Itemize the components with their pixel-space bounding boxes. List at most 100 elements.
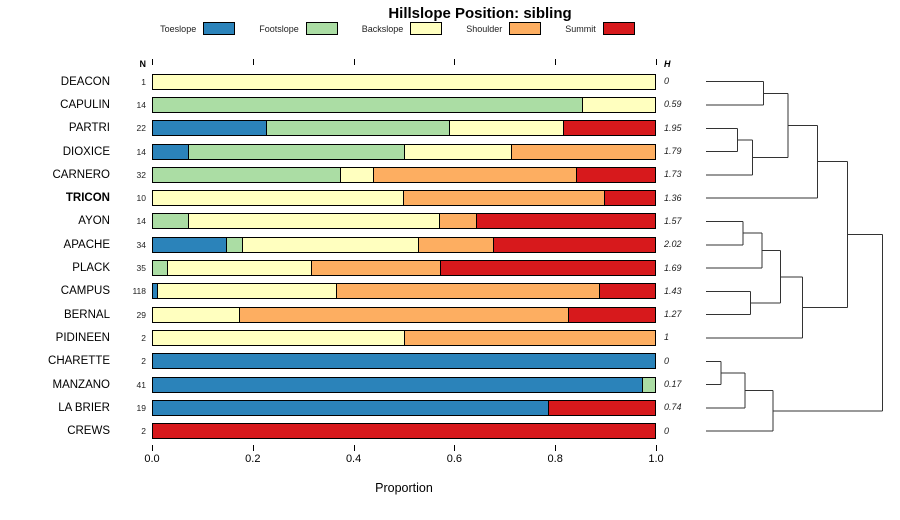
x-axis-tick-label: 1.0 [648,453,664,465]
legend-swatch [602,22,635,35]
bar-segment-footslope [153,167,341,182]
legend-swatch [509,22,542,35]
legend-label: Summit [565,23,596,34]
row-label: BERNAL [63,308,110,321]
row-label: DEACON [60,75,110,88]
x-axis-top-tick [656,59,657,65]
stacked-bar [152,423,656,440]
bar-segment-toeslope [153,400,549,415]
stacked-bar [152,120,656,137]
row-h-value: 1 [664,332,670,343]
stacked-bar [152,190,656,207]
legend-item-footslope: Footslope [259,22,338,35]
bar-segment-footslope [153,214,189,229]
x-axis-top-tick [454,59,456,65]
x-axis-tick-label: 0.8 [547,453,563,465]
bar-segment-summit [153,424,655,439]
row-n-value: 14 [136,216,146,227]
legend-swatch [203,22,236,35]
row-n-value: 2 [141,332,146,343]
bar-segment-backslope [153,330,404,345]
row-h-value: 0 [664,355,670,366]
stacked-bar [152,73,656,90]
legend-label: Backslope [361,23,404,34]
row-label: AYON [78,215,110,228]
bar-segment-backslope [153,74,655,89]
stacked-bar [152,166,656,183]
bar-segment-shoulder [311,261,441,276]
n-column-header: N [139,59,147,69]
stacked-bar [152,143,656,160]
bar-segment-toeslope [153,284,157,299]
x-axis-tick [656,445,657,451]
bar-segment-footslope [641,377,655,392]
legend-label: Shoulder [466,23,503,34]
row-h-value: 1.69 [664,262,682,273]
row-label: LA BRIER [58,401,110,414]
bar-segment-shoulder [335,284,600,299]
row-label: PARTRI [68,122,110,135]
bar-segment-backslope [448,121,564,136]
bar-segment-backslope [403,144,512,159]
row-h-value: 1.43 [664,285,682,296]
legend-label: Toeslope [160,23,197,34]
x-axis-top-tick [555,59,557,65]
bar-segment-toeslope [153,237,227,252]
row-n-value: 2 [141,426,146,437]
bar-segment-backslope [167,261,312,276]
row-n-value: 14 [136,146,146,157]
row-n-value: 1 [141,76,146,87]
bar-segment-footslope [188,144,404,159]
stacked-bar [152,236,656,253]
bar-segment-footslope [266,121,449,136]
row-n-value: 14 [136,99,146,110]
row-h-value: 0.59 [664,99,682,110]
row-h-value: 1.95 [664,122,682,133]
bar-segment-backslope [153,307,240,322]
x-axis-tick [152,445,153,451]
row-n-value: 118 [132,286,146,297]
dendrogram [706,81,884,432]
row-h-value: 0.17 [664,379,682,390]
bar-segment-footslope [153,261,168,276]
stacked-bar [152,306,656,323]
x-axis-tick-label: 0.2 [245,453,261,465]
row-h-value: 2.02 [664,239,682,250]
bar-segment-summit [576,167,655,182]
row-label: CARNERO [52,168,110,181]
bar-segment-shoulder [403,330,655,345]
x-axis-tick-label: 0.4 [345,453,362,465]
bar-segment-summit [567,307,656,322]
row-h-value: 1.79 [664,146,682,157]
bar-segment-backslope [340,167,373,182]
bar-segment-backslope [157,284,336,299]
bar-segment-summit [599,284,655,299]
row-label: APACHE [63,238,110,251]
row-h-value: 1.27 [664,309,682,320]
stacked-bar [152,96,656,113]
legend-item-summit: Summit [565,22,635,35]
bar-segment-summit [604,191,655,206]
legend-label: Footslope [259,23,299,34]
stacked-bar [152,260,656,277]
row-n-value: 35 [136,263,146,274]
row-label: CHARETTE [48,355,110,368]
row-label: TRICON [65,192,110,205]
row-h-value: 0 [664,425,670,436]
legend-item-backslope: Backslope [362,22,443,35]
row-label: DIOXICE [62,145,110,158]
legend: Toeslope Footslope Backslope Shoulder Summit [115,22,680,35]
bar-segment-backslope [241,237,419,252]
legend-swatch [305,22,338,35]
chart-title: Hillslope Position: sibling [388,5,572,22]
x-axis-tick-label: 0.0 [144,453,160,465]
bar-segment-summit [440,261,655,276]
stacked-bar [152,353,656,370]
x-axis-tick [252,445,254,451]
row-h-value: 0 [664,76,670,87]
bar-segment-toeslope [153,121,267,136]
row-label: PLACK [72,262,110,275]
x-axis-top-tick [252,59,254,65]
x-axis-label: Proportion [375,481,433,495]
bar-segment-summit [563,121,655,136]
